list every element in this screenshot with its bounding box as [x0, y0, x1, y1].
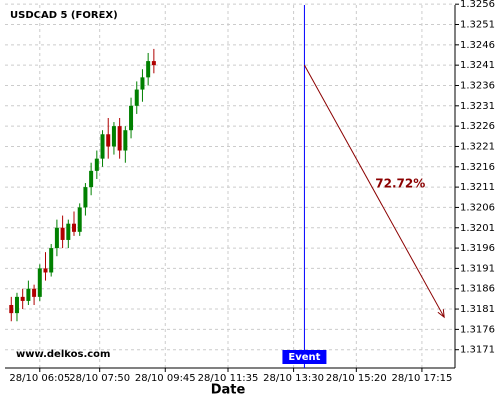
candle-body — [83, 187, 88, 208]
y-tick-label: 1.3241 — [460, 60, 495, 71]
x-tick-label: 28/10 15:20 — [326, 373, 387, 384]
watermark: www.delkos.com — [16, 349, 110, 360]
projection-arrow — [303, 64, 445, 318]
candle-body — [89, 170, 94, 188]
x-tick-label: 28/10 17:15 — [392, 373, 453, 384]
candle-body — [117, 126, 122, 151]
candle-body — [49, 248, 54, 273]
candle-body — [14, 296, 19, 314]
candle-body — [146, 61, 151, 78]
projection-label: 72.72% — [375, 177, 425, 191]
y-tick-label: 1.3206 — [460, 202, 495, 213]
x-tick-label: 28/10 07:50 — [69, 373, 130, 384]
candle-body — [134, 89, 139, 106]
y-tick-label: 1.3171 — [460, 345, 495, 356]
x-tick-label: 28/10 09:45 — [135, 373, 196, 384]
candle-body — [54, 227, 59, 249]
candle-body — [72, 223, 77, 232]
y-tick-label: 1.3251 — [460, 20, 495, 31]
candle-body — [129, 105, 134, 131]
x-tick-label: 28/10 13:30 — [263, 373, 324, 384]
arrow-head — [437, 309, 445, 319]
candle-body — [77, 207, 82, 232]
candle-body — [66, 223, 71, 240]
event-box — [282, 350, 327, 364]
y-tick-label: 1.3181 — [460, 304, 495, 315]
y-tick-label: 1.3236 — [460, 80, 495, 91]
y-tick-label: 1.3211 — [460, 182, 495, 193]
x-tick-label: 28/10 06:05 — [9, 373, 70, 384]
x-axis-title: Date — [211, 383, 246, 398]
candle-body — [151, 61, 156, 66]
y-tick-label: 1.3191 — [460, 263, 495, 274]
y-tick-label: 1.3216 — [460, 162, 495, 173]
y-tick-label: 1.3186 — [460, 284, 495, 295]
y-tick-label: 1.3221 — [460, 141, 495, 152]
candle-body — [123, 130, 128, 151]
x-tick-label: 28/10 11:35 — [198, 373, 259, 384]
y-tick-label: 1.3201 — [460, 223, 495, 234]
y-tick-label: 1.3226 — [460, 121, 495, 132]
y-tick-label: 1.3196 — [460, 243, 495, 254]
candle-body — [94, 158, 99, 171]
candle-body — [26, 288, 31, 301]
chart-title: USDCAD 5 (FOREX) — [10, 10, 118, 21]
candle-body — [106, 134, 111, 147]
event-label: Event — [288, 352, 320, 363]
candle-body — [100, 134, 105, 159]
y-tick-label: 1.3256 — [460, 0, 495, 10]
y-tick-label: 1.3246 — [460, 40, 495, 51]
candle-body — [37, 268, 42, 297]
candle-body — [140, 77, 145, 90]
candle-body — [60, 227, 65, 240]
candle-body — [20, 296, 25, 301]
candle-body — [9, 304, 14, 314]
candle-body — [111, 126, 116, 147]
y-tick-label: 1.3231 — [460, 101, 495, 112]
candle-body — [32, 288, 37, 297]
candle-body — [43, 268, 48, 273]
y-tick-label: 1.3176 — [460, 324, 495, 335]
